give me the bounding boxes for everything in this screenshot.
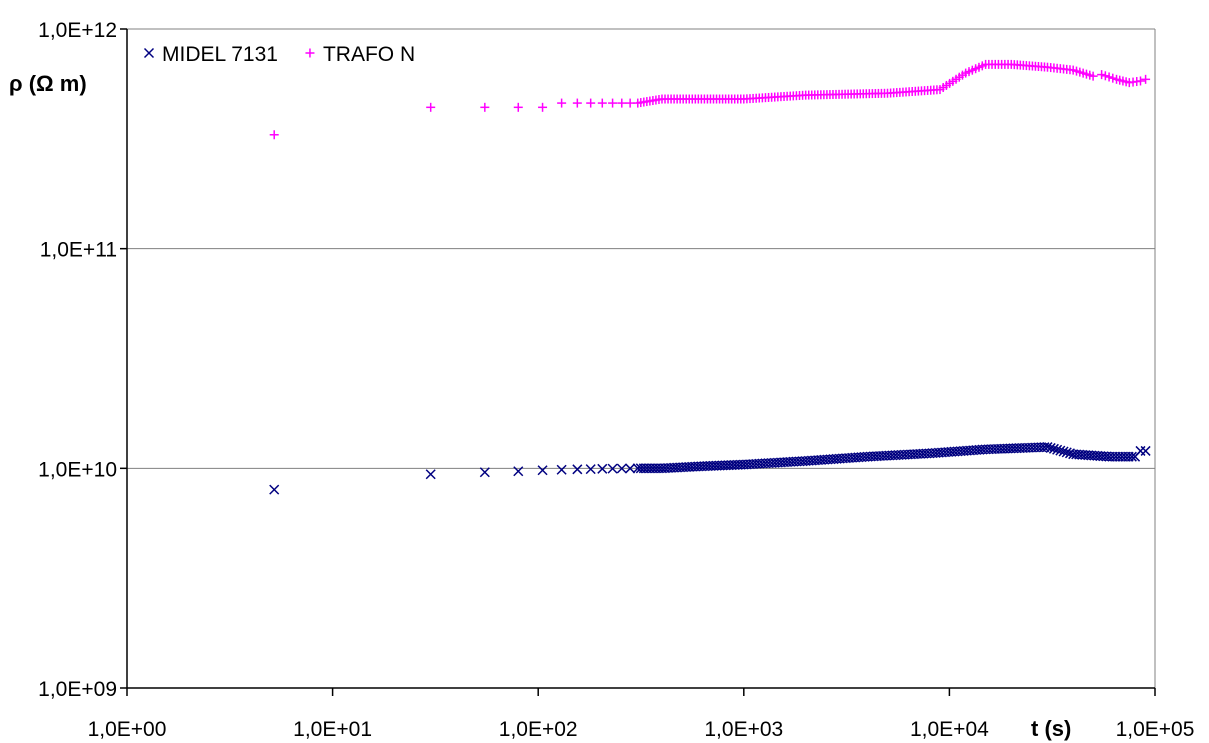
y-tick-labels: 1,0E+09 1,0E+10 1,0E+11 1,0E+12 <box>38 19 117 701</box>
data-point <box>597 463 608 474</box>
data-point <box>537 465 548 476</box>
data-point <box>425 469 436 480</box>
data-point <box>585 464 596 475</box>
data-point <box>616 463 627 474</box>
data-point <box>269 484 280 495</box>
legend-item: MIDEL 7131 <box>143 43 278 66</box>
data-point <box>1048 443 1059 454</box>
legend-marker <box>305 48 315 58</box>
data-point <box>1126 451 1137 462</box>
legend-label: TRAFO N <box>323 43 415 66</box>
x-tick-labels: 1,0E+00 1,0E+01 1,0E+02 1,0E+03 1,0E+04 1,0E+… <box>88 718 1195 741</box>
data-point <box>538 102 548 112</box>
data-point <box>625 98 635 108</box>
data-marks <box>269 59 1151 495</box>
data-point <box>572 98 582 108</box>
legend: MIDEL 7131 TRAFO N <box>143 43 415 66</box>
data-point <box>1055 445 1066 456</box>
legend-marker <box>143 47 155 59</box>
data-point <box>1135 445 1146 456</box>
y-tick-label: 1,0E+10 <box>38 458 117 481</box>
gridlines <box>127 28 1155 469</box>
x-tick-label: 1,0E+04 <box>910 718 989 741</box>
series-trafo <box>269 59 1151 140</box>
x-axis-label: t (s) <box>1031 716 1071 741</box>
x-tick-label: 1,0E+05 <box>1116 718 1195 741</box>
data-point <box>1058 446 1069 457</box>
axes <box>120 28 1156 696</box>
y-tick-label: 1,0E+09 <box>38 678 117 701</box>
y-tick-label: 1,0E+12 <box>38 19 117 42</box>
data-point <box>1141 74 1151 84</box>
data-point <box>1045 442 1056 453</box>
data-point <box>607 463 618 474</box>
data-point <box>608 98 618 108</box>
data-point <box>617 98 627 108</box>
x-tick-label: 1,0E+03 <box>704 718 783 741</box>
y-tick-label: 1,0E+11 <box>40 239 117 262</box>
x-tick-label: 1,0E+00 <box>88 718 167 741</box>
data-point <box>479 467 490 478</box>
data-point <box>1088 71 1098 81</box>
x-tick-label: 1,0E+01 <box>293 718 372 741</box>
data-point <box>556 464 567 475</box>
data-point <box>480 102 490 112</box>
data-point <box>625 463 636 474</box>
legend-label: MIDEL 7131 <box>162 43 278 66</box>
data-point <box>513 466 524 477</box>
data-point <box>557 98 567 108</box>
data-point <box>1140 445 1151 456</box>
data-point <box>1061 447 1072 458</box>
data-point <box>586 98 596 108</box>
data-point <box>572 464 583 475</box>
data-point <box>1135 76 1145 86</box>
series-midel <box>269 442 1151 495</box>
data-point <box>1052 444 1063 455</box>
data-point <box>513 102 523 112</box>
data-point <box>426 102 436 112</box>
data-point <box>269 130 279 140</box>
data-point <box>1042 442 1053 453</box>
y-axis-label: ρ (Ω m) <box>9 71 87 96</box>
data-point <box>597 98 607 108</box>
x-tick-label: 1,0E+02 <box>499 718 578 741</box>
legend-item: TRAFO N <box>305 43 415 66</box>
